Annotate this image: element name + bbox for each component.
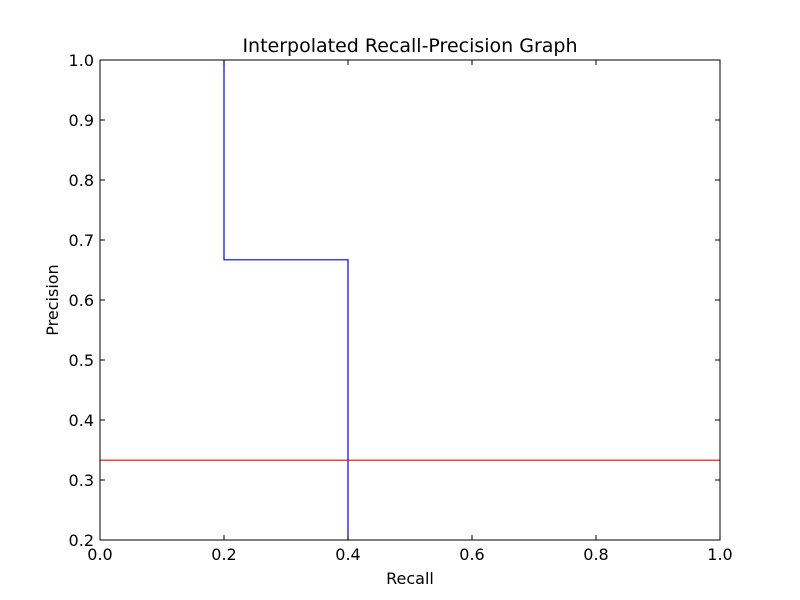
- series-line-precision-step: [223, 60, 349, 540]
- x-tick-label: 0.4: [335, 545, 360, 564]
- y-tick-label: 0.9: [69, 111, 94, 130]
- chart-title: Interpolated Recall-Precision Graph: [242, 35, 577, 57]
- y-tick-label: 0.2: [69, 531, 94, 550]
- plot-frame: [99, 59, 721, 541]
- y-tick-label: 0.7: [69, 231, 94, 250]
- y-tick-label: 0.5: [69, 351, 94, 370]
- x-tick-label: 1.0: [707, 545, 732, 564]
- y-tick-label: 1.0: [69, 51, 94, 70]
- x-tick-label: 0.2: [211, 545, 236, 564]
- y-tick-label: 0.6: [69, 291, 94, 310]
- plot-area: [99, 59, 721, 541]
- y-tick-label: 0.3: [69, 471, 94, 490]
- y-tick-label: 0.4: [69, 411, 94, 430]
- y-axis-label: Precision: [43, 264, 62, 335]
- ticks-layer: 0.0 0.2 0.4 0.6 0.8 1.00.20.30.40.50.60.70.80…: [69, 51, 733, 564]
- x-tick-label: 0.8: [583, 545, 608, 564]
- x-tick-label: 0.0: [87, 545, 112, 564]
- series-layer: [100, 60, 720, 540]
- x-axis-label: Recall: [386, 569, 434, 588]
- y-tick-label: 0.8: [69, 171, 94, 190]
- x-tick-label: 0.6: [459, 545, 484, 564]
